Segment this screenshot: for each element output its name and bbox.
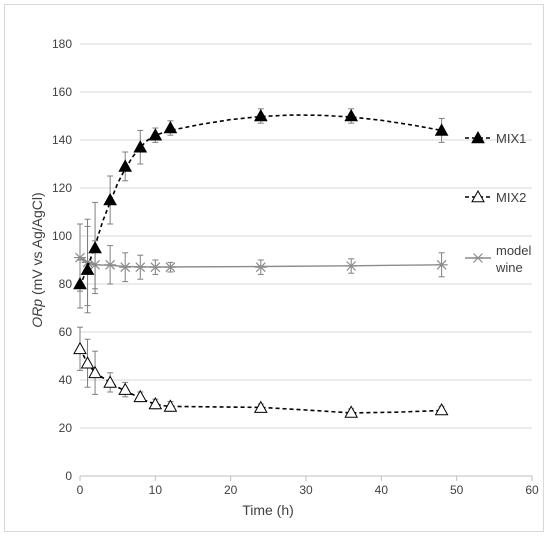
x-tick-label: 20	[224, 483, 238, 497]
data-point-model-wine-stroke	[75, 252, 85, 263]
series-mix2	[73, 326, 449, 418]
data-point-mix2	[88, 365, 102, 379]
data-point-model-wine	[119, 262, 132, 273]
data-point-mix2	[344, 405, 359, 418]
legend-label: MIX1	[496, 131, 526, 146]
series-model-wine	[74, 218, 448, 307]
y-tick-label: 100	[52, 229, 72, 243]
series-mix1	[73, 108, 449, 314]
y-tick-label: 140	[52, 133, 72, 147]
data-point-model-wine	[134, 262, 147, 273]
data-point-mix2	[434, 402, 449, 416]
y-tick-label: 40	[59, 373, 73, 387]
y-tick-label: 180	[52, 37, 72, 51]
y-tick-label: 60	[59, 325, 73, 339]
data-point-mix1	[344, 108, 359, 122]
x-tick-label: 10	[149, 483, 163, 497]
data-point-model-wine	[345, 261, 358, 271]
legend-item-mix1: MIX1	[465, 130, 526, 146]
data-point-mix1	[80, 262, 95, 275]
data-point-model-wine-stroke	[120, 262, 131, 273]
data-point-mix1	[103, 192, 117, 206]
data-point-mix1	[253, 108, 268, 122]
x-axis-title: Time (h)	[242, 502, 294, 518]
legend: MIX1 MIX2 model wine	[465, 130, 532, 275]
data-point-mix1	[133, 140, 148, 153]
x-tick-label: 30	[299, 483, 313, 497]
data-point-mix2	[80, 356, 95, 369]
legend-swatch-marker-stroke	[473, 253, 483, 263]
axes: 0 20 40 60 80 100 120 140 160 180 0 10 20 30 40 50 60	[52, 37, 539, 497]
data-point-model-wine-stroke	[346, 261, 357, 271]
data-point-mix2	[148, 396, 163, 410]
data-point-mix2	[73, 341, 87, 355]
data-point-mix2	[118, 382, 133, 395]
legend-swatch-marker	[471, 130, 485, 144]
x-tick-label: 0	[77, 483, 84, 497]
data-point-mix2	[163, 399, 178, 412]
data-point-model-wine-stroke	[150, 262, 161, 273]
y-tick-label: 0	[65, 469, 72, 483]
legend-label: model	[496, 243, 532, 258]
data-point-model-wine	[164, 262, 177, 273]
data-point-model-wine	[74, 252, 86, 263]
legend-swatch-marker	[472, 253, 484, 263]
data-point-mix2	[133, 389, 148, 403]
legend-label: wine	[495, 260, 523, 275]
data-point-model-wine	[149, 262, 162, 273]
legend-item-model-wine: model wine	[465, 243, 532, 275]
y-tick-label: 120	[52, 181, 72, 195]
data-point-mix2	[103, 375, 117, 388]
trend-line-mix2	[79, 348, 442, 414]
legend-swatch-marker	[471, 189, 485, 203]
data-point-model-wine	[104, 259, 117, 270]
x-tick-label: 60	[525, 483, 539, 497]
data-point-mix1	[73, 276, 87, 290]
data-point-model-wine	[435, 259, 448, 270]
data-point-mix1	[118, 159, 133, 172]
x-tick-label: 40	[375, 483, 389, 497]
legend-label: MIX2	[496, 190, 526, 205]
legend-item-mix2: MIX2	[465, 189, 526, 205]
data-point-mix2	[253, 400, 268, 413]
series-layer	[73, 108, 449, 418]
x-tick-label: 50	[450, 483, 464, 497]
y-tick-label: 160	[52, 85, 72, 99]
data-point-mix1	[148, 128, 163, 141]
data-point-model-wine-stroke	[105, 259, 116, 270]
data-point-model-wine-stroke	[436, 259, 447, 270]
data-point-mix1	[434, 123, 449, 136]
y-tick-label: 20	[59, 421, 73, 435]
gridlines	[80, 43, 532, 429]
data-point-model-wine-stroke	[135, 262, 146, 273]
y-axis-title: ORp (mV vs Ag/AgCl)	[29, 192, 45, 327]
y-tick-label: 80	[59, 277, 73, 291]
y-axis-title-italic: ORp	[29, 299, 45, 328]
y-axis-title-rest: (mV vs Ag/AgCl)	[29, 192, 45, 299]
data-point-mix1	[88, 240, 102, 254]
data-point-model-wine-stroke	[255, 262, 266, 273]
data-point-model-wine-stroke	[165, 262, 176, 273]
data-point-mix1	[163, 120, 178, 134]
data-point-model-wine	[254, 262, 267, 273]
